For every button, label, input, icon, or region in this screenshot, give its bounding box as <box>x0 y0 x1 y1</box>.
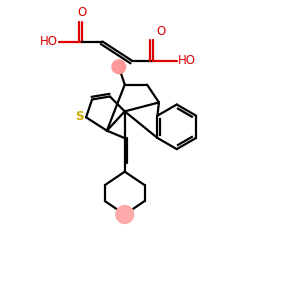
Circle shape <box>116 206 134 224</box>
Text: HO: HO <box>40 35 58 48</box>
Text: O: O <box>115 62 123 72</box>
Text: HO: HO <box>178 54 196 67</box>
Text: NH: NH <box>116 209 134 220</box>
Circle shape <box>112 60 126 74</box>
Text: S: S <box>75 110 84 123</box>
Text: O: O <box>156 25 165 38</box>
Text: O: O <box>77 6 86 19</box>
